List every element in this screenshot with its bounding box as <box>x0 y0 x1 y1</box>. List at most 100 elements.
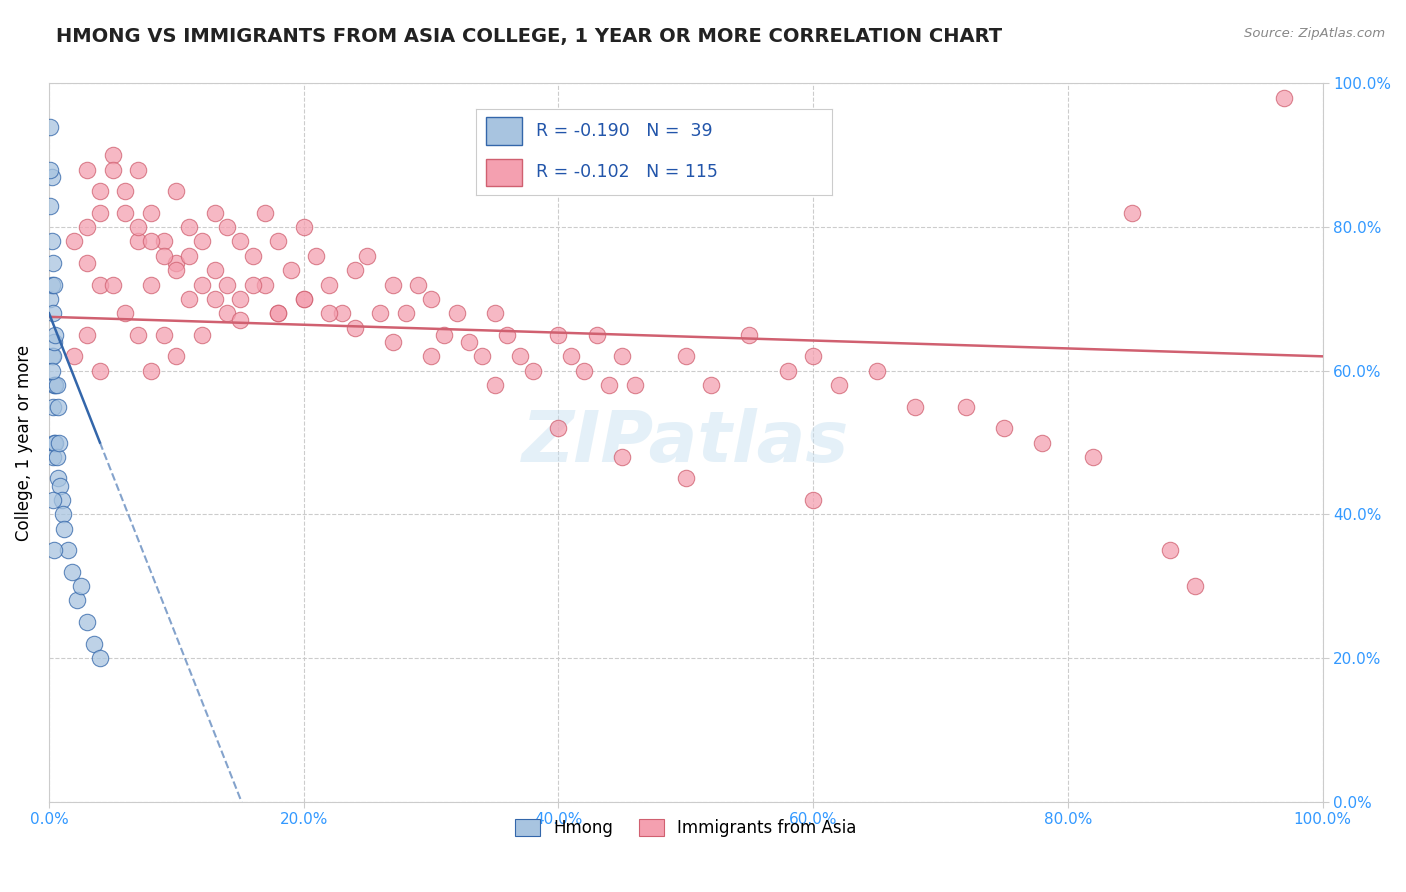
Point <box>292 292 315 306</box>
Point <box>267 306 290 320</box>
Point <box>76 256 98 270</box>
Point <box>89 651 111 665</box>
Point <box>254 277 277 292</box>
Point <box>42 400 65 414</box>
Point <box>1184 579 1206 593</box>
Point <box>1083 450 1105 464</box>
Point <box>42 378 65 392</box>
Point <box>46 400 69 414</box>
Point <box>330 306 353 320</box>
Point <box>76 615 98 629</box>
Point <box>1031 435 1053 450</box>
Point <box>177 249 200 263</box>
Point <box>101 277 124 292</box>
Point <box>139 364 162 378</box>
Point <box>280 263 302 277</box>
Point <box>41 235 63 249</box>
Point <box>76 162 98 177</box>
Point <box>39 120 62 134</box>
Point <box>585 327 607 342</box>
Point <box>610 349 633 363</box>
Point <box>42 334 65 349</box>
Point <box>458 334 481 349</box>
Point <box>46 471 69 485</box>
Point <box>76 220 98 235</box>
Point <box>394 306 416 320</box>
Point <box>610 450 633 464</box>
Point <box>204 205 226 219</box>
Point <box>191 327 214 342</box>
Point <box>165 256 187 270</box>
Point <box>114 184 136 198</box>
Text: Source: ZipAtlas.com: Source: ZipAtlas.com <box>1244 27 1385 40</box>
Point <box>177 220 200 235</box>
Point <box>114 205 136 219</box>
Point <box>292 292 315 306</box>
Point <box>484 306 506 320</box>
Text: HMONG VS IMMIGRANTS FROM ASIA COLLEGE, 1 YEAR OR MORE CORRELATION CHART: HMONG VS IMMIGRANTS FROM ASIA COLLEGE, 1… <box>56 27 1002 45</box>
Legend: Hmong, Immigrants from Asia: Hmong, Immigrants from Asia <box>509 812 863 844</box>
Point <box>127 162 149 177</box>
Point <box>127 220 149 235</box>
Point <box>165 349 187 363</box>
Point <box>700 378 723 392</box>
Point <box>48 435 70 450</box>
Point <box>42 277 65 292</box>
Point <box>42 543 65 558</box>
Point <box>63 349 86 363</box>
Point <box>267 235 290 249</box>
Point <box>66 593 89 607</box>
Point <box>127 327 149 342</box>
Point <box>433 327 456 342</box>
Point <box>560 349 582 363</box>
Point <box>217 306 239 320</box>
Point <box>572 364 595 378</box>
Point <box>368 306 391 320</box>
Point <box>44 327 66 342</box>
Point <box>484 378 506 392</box>
Text: ZIPatlas: ZIPatlas <box>522 408 849 477</box>
Point <box>204 263 226 277</box>
Point <box>101 148 124 162</box>
Point <box>63 235 86 249</box>
Point <box>1121 205 1143 219</box>
Point <box>547 327 569 342</box>
Point <box>191 235 214 249</box>
Point <box>177 292 200 306</box>
Point <box>42 349 65 363</box>
Point <box>42 435 65 450</box>
Point <box>114 306 136 320</box>
Y-axis label: College, 1 year or more: College, 1 year or more <box>15 344 32 541</box>
Point <box>127 235 149 249</box>
Point <box>866 364 889 378</box>
Point <box>152 235 174 249</box>
Point <box>356 249 378 263</box>
Point <box>254 205 277 219</box>
Point <box>42 492 65 507</box>
Point <box>89 364 111 378</box>
Point <box>53 522 76 536</box>
Point <box>51 492 73 507</box>
Point <box>41 364 63 378</box>
Point <box>41 349 63 363</box>
Point <box>827 378 849 392</box>
Point <box>229 235 252 249</box>
Point <box>42 306 65 320</box>
Point <box>152 249 174 263</box>
Point <box>217 277 239 292</box>
Point <box>471 349 494 363</box>
Point <box>955 400 977 414</box>
Point <box>56 543 79 558</box>
Point <box>165 263 187 277</box>
Point <box>801 492 824 507</box>
Point <box>343 263 366 277</box>
Point <box>738 327 761 342</box>
Point <box>675 349 697 363</box>
Point <box>381 334 404 349</box>
Point <box>41 169 63 184</box>
Point <box>242 277 264 292</box>
Point <box>1272 91 1295 105</box>
Point <box>547 421 569 435</box>
Point <box>993 421 1015 435</box>
Point <box>242 249 264 263</box>
